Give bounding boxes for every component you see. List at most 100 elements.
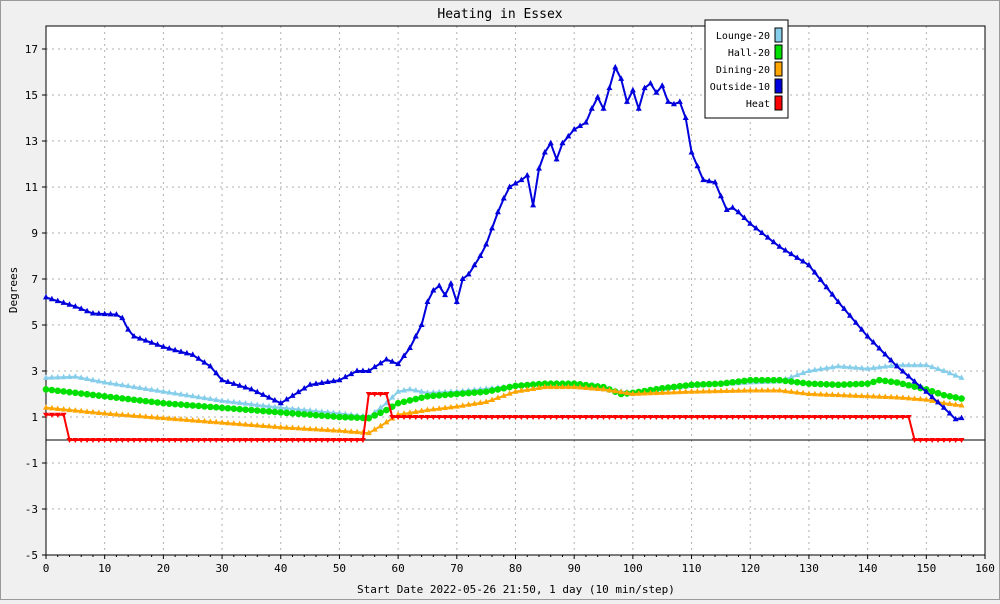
data-point — [442, 415, 449, 420]
data-point — [383, 356, 390, 362]
data-point — [929, 363, 936, 370]
data-point — [136, 335, 143, 341]
data-point — [177, 390, 184, 397]
series-heat — [43, 392, 965, 443]
data-point — [670, 383, 678, 391]
data-point — [811, 415, 818, 420]
data-point — [84, 307, 91, 314]
data-point — [706, 387, 713, 394]
data-point — [559, 139, 566, 146]
data-point — [148, 438, 155, 443]
data-point — [371, 363, 378, 370]
data-point — [624, 98, 631, 104]
data-point — [741, 377, 748, 385]
data-point — [95, 377, 102, 384]
data-point — [436, 415, 443, 420]
data-point — [952, 372, 959, 378]
data-point — [764, 387, 771, 393]
data-point — [295, 438, 302, 443]
data-point — [166, 415, 173, 421]
data-point — [952, 401, 959, 407]
data-point — [682, 114, 689, 120]
y-tick-label: 9 — [31, 227, 38, 240]
data-point — [940, 404, 947, 410]
data-point — [213, 369, 220, 376]
data-point — [271, 396, 278, 403]
data-point — [682, 388, 689, 394]
data-point — [940, 367, 947, 373]
data-point — [412, 333, 419, 339]
data-point — [166, 389, 173, 395]
x-tick-label: 80 — [509, 562, 522, 575]
data-point — [260, 391, 267, 397]
data-point — [295, 388, 302, 395]
data-point — [835, 362, 842, 369]
data-point — [635, 390, 642, 396]
data-point — [142, 337, 149, 343]
data-point — [523, 381, 531, 389]
data-point — [395, 388, 402, 394]
data-point — [394, 399, 402, 407]
data-point — [682, 415, 689, 420]
data-point — [383, 406, 390, 414]
data-point — [817, 390, 824, 397]
data-point — [794, 389, 801, 395]
data-point — [940, 399, 947, 406]
data-point — [600, 385, 607, 392]
data-point — [224, 419, 231, 426]
data-point — [166, 345, 173, 351]
data-point — [512, 382, 519, 390]
data-point — [424, 406, 431, 413]
data-point — [330, 413, 337, 420]
data-point — [700, 381, 707, 388]
data-point — [253, 407, 261, 414]
data-point — [336, 413, 343, 421]
data-point — [389, 415, 396, 420]
data-point — [406, 409, 413, 415]
data-point — [870, 378, 877, 386]
data-point — [494, 415, 501, 420]
data-point — [876, 363, 883, 370]
data-point — [54, 297, 61, 304]
data-point — [841, 391, 848, 398]
data-point — [160, 399, 167, 407]
data-point — [430, 392, 437, 400]
data-point — [793, 378, 801, 386]
data-point — [489, 396, 496, 402]
data-point — [271, 423, 278, 429]
data-point — [72, 373, 79, 379]
data-point — [142, 438, 149, 443]
data-point — [594, 93, 601, 100]
data-point — [265, 408, 273, 415]
data-point — [230, 405, 238, 413]
data-point — [406, 397, 414, 404]
data-point — [400, 410, 407, 416]
data-point — [442, 291, 449, 298]
data-point — [852, 415, 859, 420]
data-point — [770, 376, 778, 384]
data-point — [553, 415, 560, 420]
y-tick-label: 15 — [25, 89, 38, 102]
data-point — [764, 234, 771, 240]
data-point — [800, 389, 807, 396]
data-point — [271, 438, 278, 443]
data-point — [840, 381, 848, 388]
data-point — [870, 415, 877, 420]
data-point — [377, 404, 384, 410]
data-point — [506, 183, 513, 189]
data-point — [712, 387, 719, 394]
data-point — [84, 438, 91, 443]
data-point — [60, 373, 67, 380]
data-point — [577, 122, 584, 129]
data-point — [348, 438, 355, 443]
data-point — [800, 258, 807, 264]
data-point — [465, 270, 472, 277]
data-point — [489, 224, 496, 231]
data-point — [213, 418, 220, 425]
data-point — [899, 367, 906, 374]
data-point — [500, 415, 507, 420]
data-point — [453, 403, 460, 409]
data-point — [917, 395, 924, 402]
data-point — [958, 402, 965, 408]
data-point — [113, 438, 120, 443]
